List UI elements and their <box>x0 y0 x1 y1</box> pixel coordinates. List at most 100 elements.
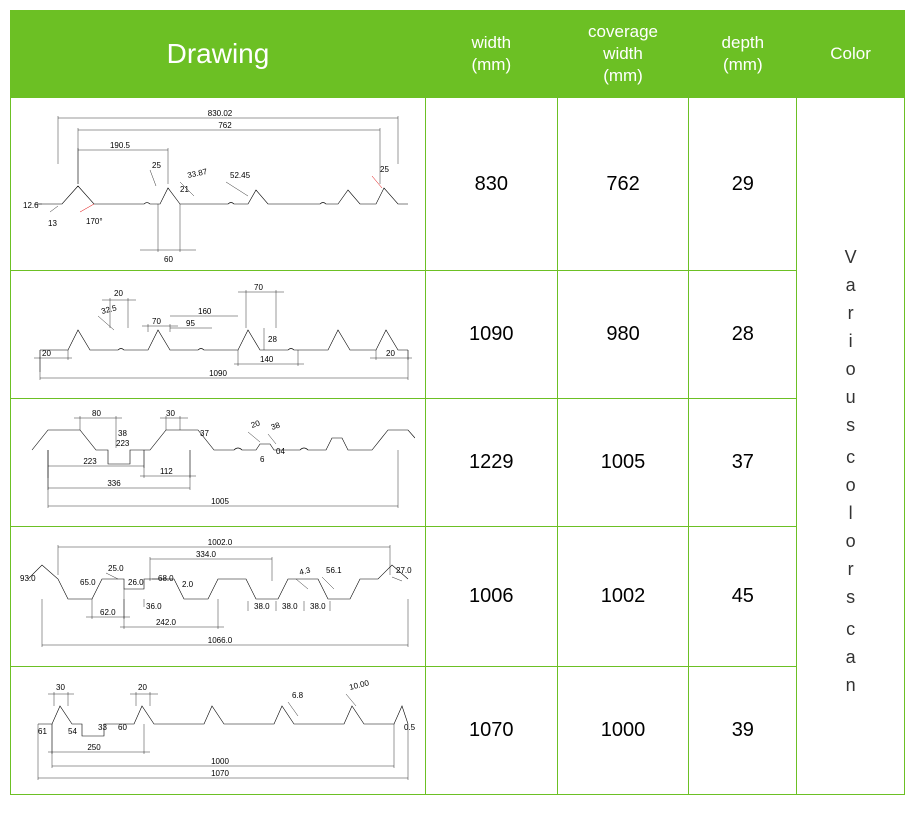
svg-text:27.0: 27.0 <box>396 566 412 575</box>
svg-text:68.0: 68.0 <box>158 574 174 583</box>
svg-text:830.02: 830.02 <box>208 109 233 118</box>
svg-text:10.00: 10.00 <box>349 678 371 692</box>
profile-drawing-3: 80 30 38 223 37 20 38 6 04 223 112 <box>20 408 415 518</box>
profile-drawing-4: 1002.0 334.0 93.0 25.0 65.0 26.0 68.0 2.… <box>20 537 415 657</box>
depth-cell: 45 <box>689 527 797 667</box>
svg-text:93.0: 93.0 <box>20 574 36 583</box>
depth-cell: 28 <box>689 271 797 399</box>
table-row: 80 30 38 223 37 20 38 6 04 223 112 <box>11 399 905 527</box>
svg-text:36.0: 36.0 <box>146 602 162 611</box>
table-row: 1002.0 334.0 93.0 25.0 65.0 26.0 68.0 2.… <box>11 527 905 667</box>
svg-text:12.6: 12.6 <box>23 201 39 210</box>
width-cell: 1090 <box>425 271 557 399</box>
svg-text:52.45: 52.45 <box>230 171 251 180</box>
svg-text:70: 70 <box>254 283 263 292</box>
svg-text:80: 80 <box>92 409 101 418</box>
profile-drawing-2: 20 70 32.5 70 160 95 20 20 140 <box>20 280 415 390</box>
svg-text:170°: 170° <box>86 217 103 226</box>
profile-spec-table: Drawing width(mm) coveragewidth(mm) dept… <box>10 10 905 795</box>
svg-text:30: 30 <box>166 409 175 418</box>
drawing-cell: 20 70 32.5 70 160 95 20 20 140 <box>11 271 426 399</box>
svg-text:0.5: 0.5 <box>404 723 415 732</box>
svg-text:70: 70 <box>152 317 161 326</box>
col-header-depth: depth(mm) <box>689 11 797 98</box>
svg-text:336: 336 <box>108 479 122 488</box>
svg-text:1000: 1000 <box>212 757 230 766</box>
color-vertical-text: Variouscolorscan <box>803 198 898 694</box>
svg-text:20: 20 <box>138 683 147 692</box>
svg-text:61: 61 <box>38 727 47 736</box>
color-cell: Variouscolorscan <box>797 98 905 795</box>
width-cell: 1006 <box>425 527 557 667</box>
drawing-cell: 80 30 38 223 37 20 38 6 04 223 112 <box>11 399 426 527</box>
svg-text:65.0: 65.0 <box>80 578 96 587</box>
svg-text:334.0: 334.0 <box>196 550 217 559</box>
svg-text:250: 250 <box>88 743 102 752</box>
svg-text:20: 20 <box>42 349 51 358</box>
svg-text:223: 223 <box>116 439 130 448</box>
svg-text:38.0: 38.0 <box>310 602 326 611</box>
svg-text:4.3: 4.3 <box>299 565 313 577</box>
table-row: 30 20 6.8 10.00 61 54 33 60 0.5 2 <box>11 667 905 795</box>
svg-text:38: 38 <box>118 429 127 438</box>
svg-text:60: 60 <box>118 723 127 732</box>
svg-text:28: 28 <box>268 335 277 344</box>
svg-text:242.0: 242.0 <box>156 618 177 627</box>
svg-text:54: 54 <box>68 727 77 736</box>
profile-drawing-1: 830.02 762 190.5 25 33.87 52.45 <box>20 104 415 264</box>
profile-drawing-5: 30 20 6.8 10.00 61 54 33 60 0.5 2 <box>20 676 415 786</box>
svg-text:20: 20 <box>250 418 262 429</box>
coverage-cell: 1002 <box>557 527 689 667</box>
col-header-coverage: coveragewidth(mm) <box>557 11 689 98</box>
svg-text:95: 95 <box>186 319 195 328</box>
drawing-cell: 1002.0 334.0 93.0 25.0 65.0 26.0 68.0 2.… <box>11 527 426 667</box>
svg-text:13: 13 <box>48 219 57 228</box>
svg-text:1070: 1070 <box>212 769 230 778</box>
table-row: 830.02 762 190.5 25 33.87 52.45 <box>11 98 905 271</box>
svg-text:1002.0: 1002.0 <box>208 538 233 547</box>
svg-text:1066.0: 1066.0 <box>208 636 233 645</box>
svg-text:190.5: 190.5 <box>110 141 131 150</box>
svg-text:33: 33 <box>98 723 107 732</box>
svg-text:6.8: 6.8 <box>292 691 304 700</box>
width-cell: 830 <box>425 98 557 271</box>
table-body: 830.02 762 190.5 25 33.87 52.45 <box>11 98 905 795</box>
svg-text:2.0: 2.0 <box>182 580 194 589</box>
svg-text:60: 60 <box>164 255 173 264</box>
depth-cell: 39 <box>689 667 797 795</box>
coverage-cell: 980 <box>557 271 689 399</box>
drawing-cell: 30 20 6.8 10.00 61 54 33 60 0.5 2 <box>11 667 426 795</box>
svg-text:140: 140 <box>260 355 274 364</box>
svg-text:223: 223 <box>84 457 98 466</box>
svg-text:20: 20 <box>386 349 395 358</box>
svg-text:62.0: 62.0 <box>100 608 116 617</box>
svg-text:25: 25 <box>152 161 161 170</box>
svg-text:762: 762 <box>219 121 233 130</box>
svg-text:04: 04 <box>276 447 285 456</box>
coverage-cell: 762 <box>557 98 689 271</box>
table-row: 20 70 32.5 70 160 95 20 20 140 <box>11 271 905 399</box>
svg-text:37: 37 <box>200 429 209 438</box>
svg-text:38.0: 38.0 <box>282 602 298 611</box>
svg-text:1005: 1005 <box>212 497 230 506</box>
header-row: Drawing width(mm) coveragewidth(mm) dept… <box>11 11 905 98</box>
coverage-cell: 1000 <box>557 667 689 795</box>
svg-text:25.0: 25.0 <box>108 564 124 573</box>
depth-cell: 37 <box>689 399 797 527</box>
col-header-drawing: Drawing <box>11 11 426 98</box>
svg-text:32.5: 32.5 <box>101 303 119 316</box>
width-cell: 1070 <box>425 667 557 795</box>
svg-text:25: 25 <box>380 165 389 174</box>
svg-text:30: 30 <box>56 683 65 692</box>
col-header-width: width(mm) <box>425 11 557 98</box>
svg-text:21: 21 <box>180 185 189 194</box>
svg-text:160: 160 <box>198 307 212 316</box>
svg-text:6: 6 <box>260 455 265 464</box>
svg-text:33.87: 33.87 <box>187 167 209 180</box>
coverage-cell: 1005 <box>557 399 689 527</box>
svg-text:26.0: 26.0 <box>128 578 144 587</box>
col-header-color: Color <box>797 11 905 98</box>
svg-text:56.1: 56.1 <box>326 566 342 575</box>
svg-text:1090: 1090 <box>210 369 228 378</box>
svg-text:112: 112 <box>160 467 173 476</box>
